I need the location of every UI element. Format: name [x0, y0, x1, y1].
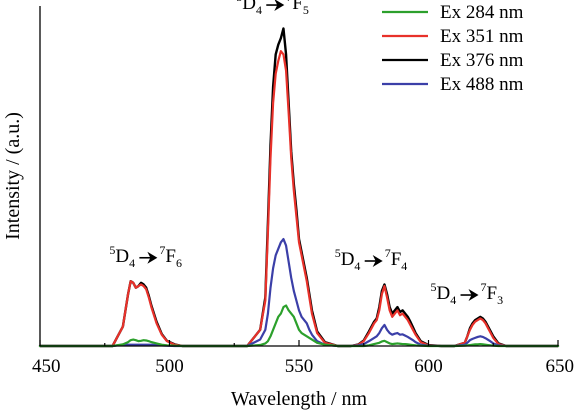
arrow-head-icon — [468, 289, 479, 302]
transition-source-text: 5D4 — [335, 246, 361, 273]
transition-target-text: 7F6 — [159, 243, 182, 270]
transition-label-f6: 5D4 7F6 — [109, 243, 182, 270]
x-tick-layer: 450 500 550 600 650 — [32, 340, 574, 377]
legend-label: Ex 351 nm — [440, 26, 524, 47]
arrow-head-icon — [147, 251, 158, 264]
legend-label: Ex 488 nm — [440, 74, 524, 95]
legend-label: Ex 376 nm — [440, 50, 524, 71]
x-tick-label-450: 450 — [32, 356, 61, 377]
arrow-head-icon — [372, 255, 383, 267]
series-line-ex-351-nm — [38, 50, 560, 348]
transition-source-text: 5D4 — [236, 0, 262, 17]
arrow-head-icon — [274, 0, 285, 12]
transition-label-f4: 5D4 7F4 — [335, 246, 408, 273]
x-tick-label-650: 650 — [546, 356, 575, 377]
transition-source-text: 5D4 — [431, 280, 457, 307]
transition-target-text: 7F3 — [481, 280, 504, 307]
transition-label-f3: 5D4 7F3 — [431, 280, 504, 307]
y-axis-label: Intensity / (a.u.) — [2, 112, 24, 240]
x-axis-label: Wavelength / nm — [231, 388, 368, 410]
legend: Ex 284 nm Ex 351 nm Ex 376 nm Ex 488 nm — [382, 2, 524, 95]
transition-label-f5: 5D4 7F5 — [236, 0, 309, 17]
x-tick-label-600: 600 — [414, 356, 443, 377]
x-tick-label-500: 500 — [155, 356, 184, 377]
x-tick-label-550: 550 — [285, 356, 314, 377]
transition-target-text: 7F5 — [286, 0, 309, 17]
annotation-layer: 5D4 7F6 5D4 7F5 5D4 7F4 5D4 7F3 — [109, 0, 503, 307]
legend-label: Ex 284 nm — [440, 2, 524, 23]
transition-target-text: 7F4 — [385, 246, 408, 273]
transition-source-text: 5D4 — [109, 243, 135, 270]
